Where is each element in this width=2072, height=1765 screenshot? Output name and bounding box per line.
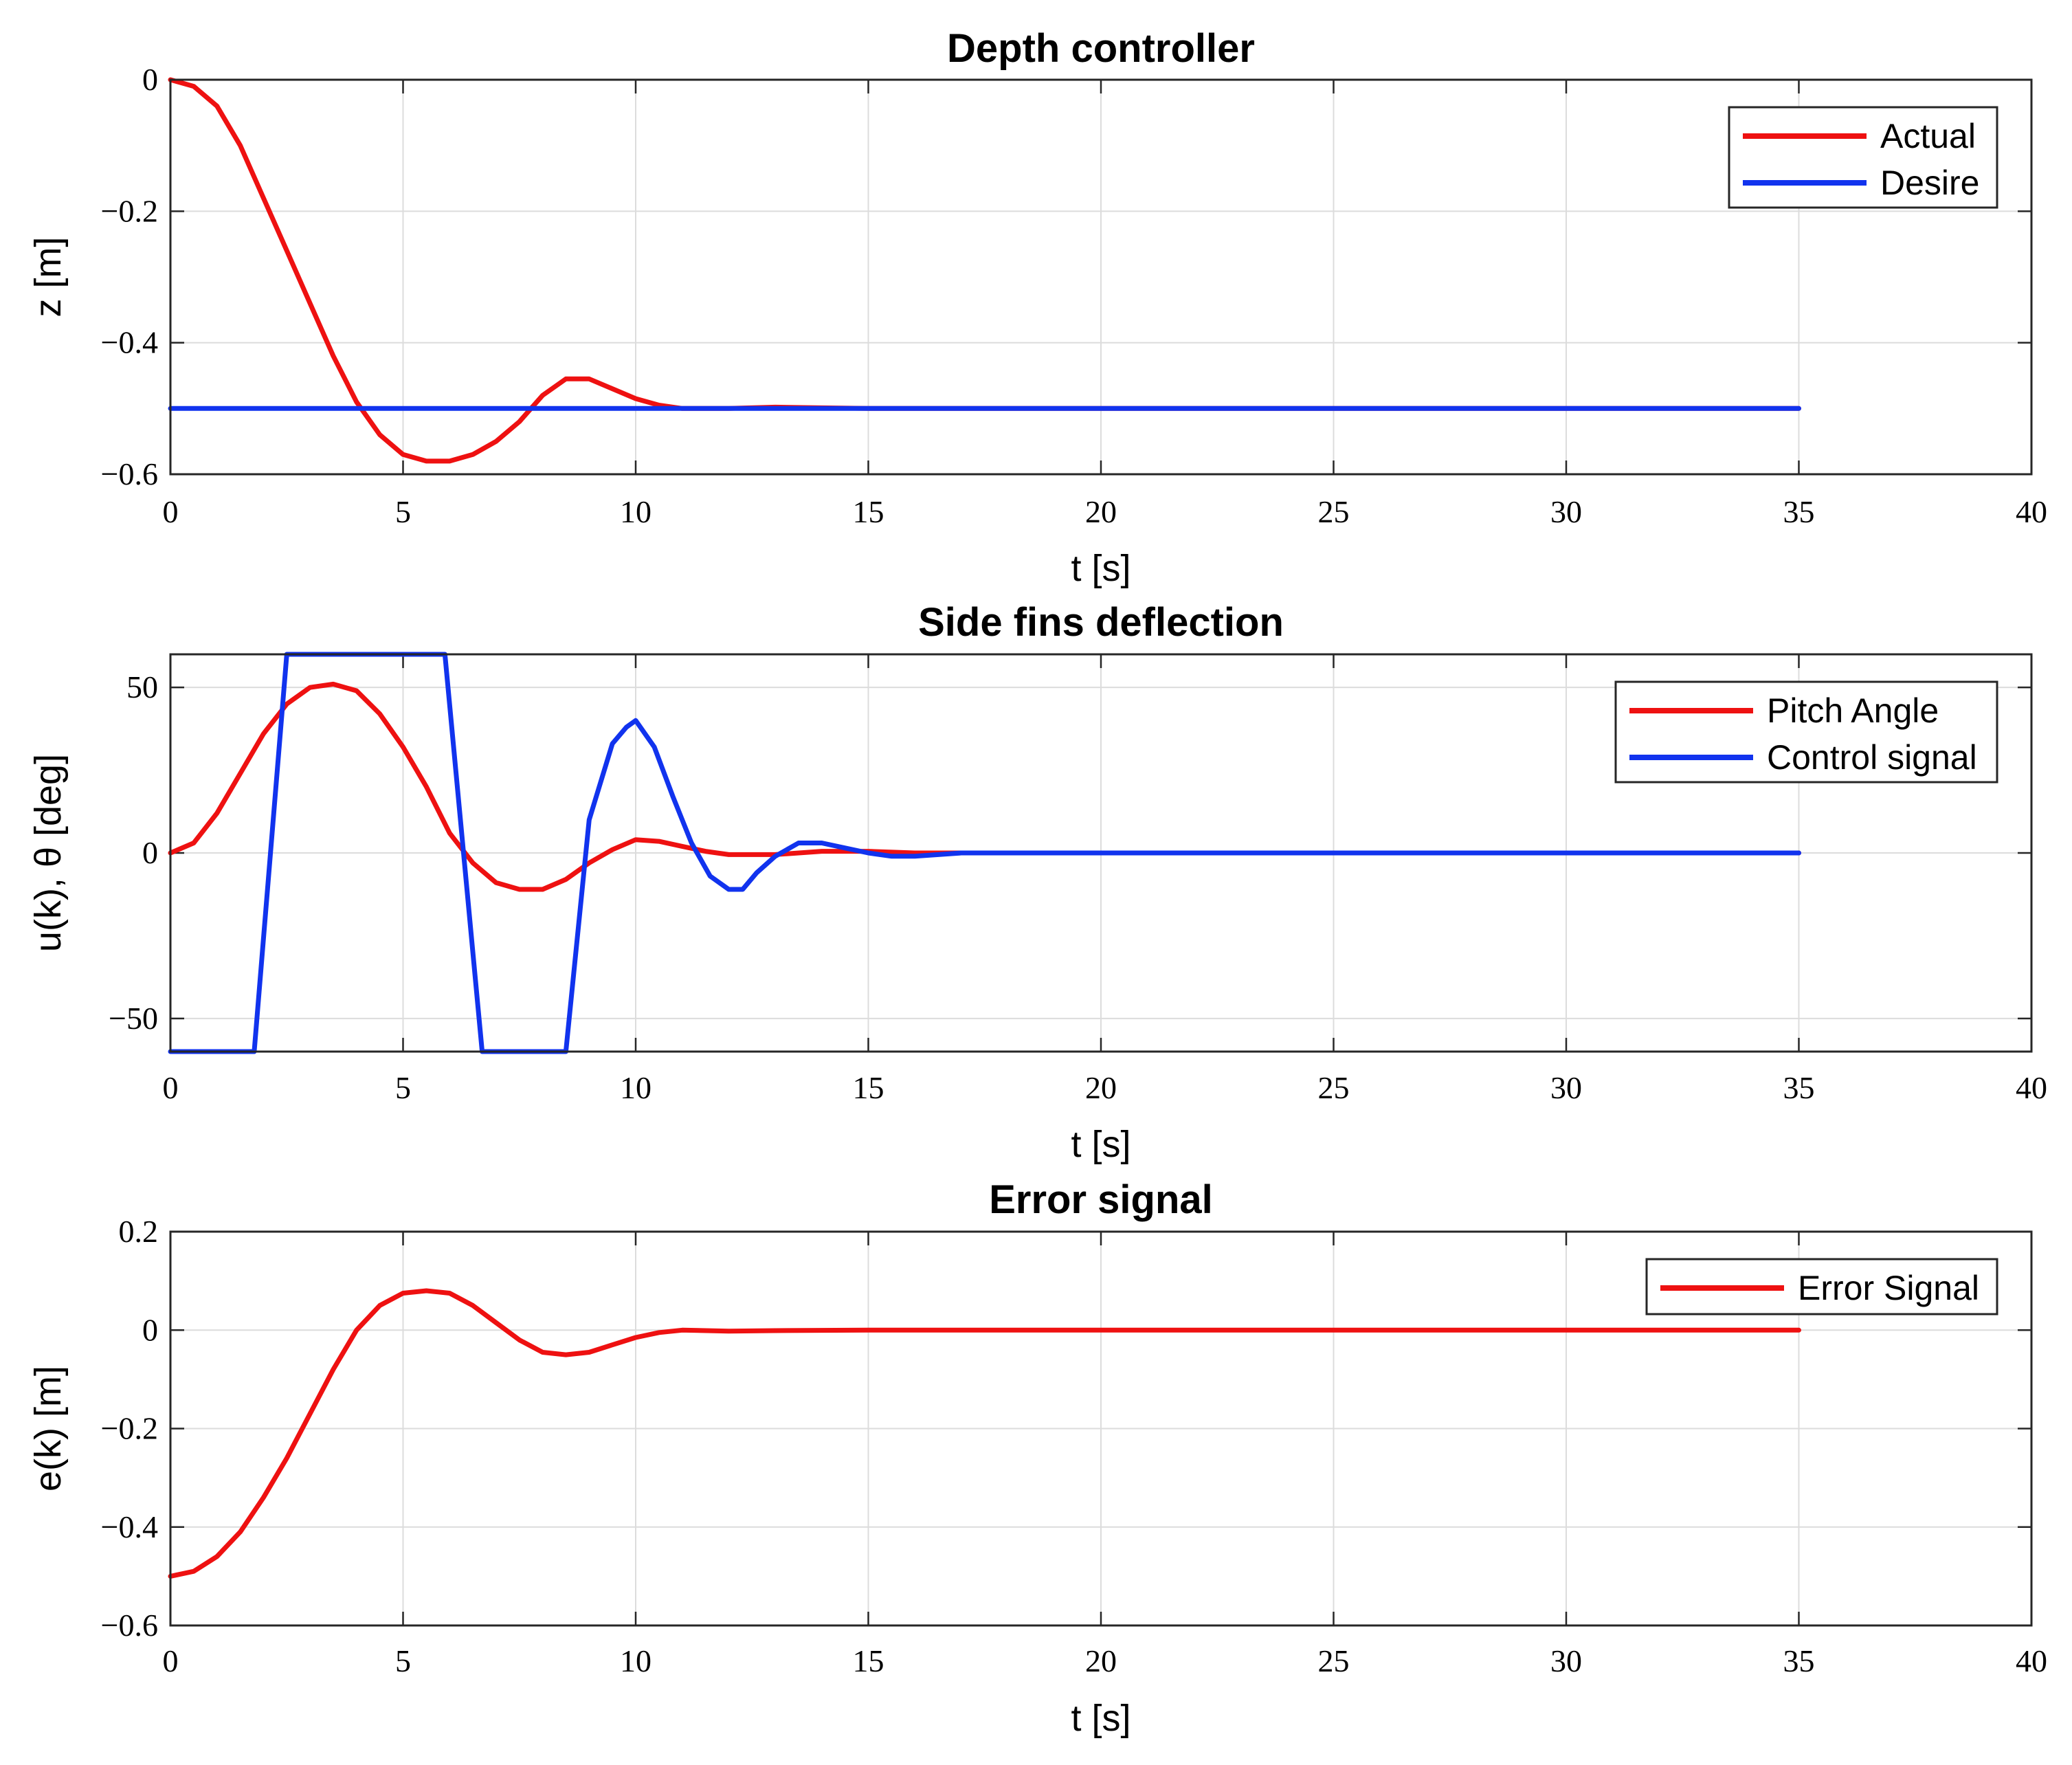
x-tick-label: 40 [2016, 1643, 2047, 1678]
legend-label: Control signal [1767, 738, 1977, 777]
chart-panel-1: 0 5 10 15 20 25 30 35 40 0 −0.2 −0.4 −0.6 Depth contr… [27, 26, 2047, 589]
legend-box [1645, 1258, 1998, 1316]
x-tick-label: 20 [1085, 1070, 1117, 1105]
x-tick-label: 30 [1550, 1643, 1582, 1678]
chart-title: Side fins deflection [918, 600, 1284, 645]
y-axis-label: u(k), θ [deg] [27, 754, 69, 952]
x-tick-label: 30 [1550, 494, 1582, 529]
legend-label: Pitch Angle [1767, 691, 1939, 730]
legend: Pitch Angle Control signal [1614, 680, 1998, 784]
y-tick-label: 0 [142, 835, 158, 870]
y-tick-label: 0 [142, 1312, 158, 1347]
x-tick-label: 0 [163, 494, 179, 529]
series-line-pitch-angle [168, 681, 1801, 892]
y-tick-label: 0 [142, 62, 158, 97]
legend: Actual Desire [1728, 106, 1998, 209]
y-tick-label: −0.2 [101, 1411, 158, 1446]
legend-box [1614, 680, 1998, 784]
x-tick-label: 20 [1085, 494, 1117, 529]
x-tick-label: 20 [1085, 1643, 1117, 1678]
y-tick-label: −0.4 [101, 325, 158, 360]
x-tick-label: 5 [395, 1643, 411, 1678]
y-tick-label: 0.2 [119, 1214, 159, 1249]
x-tick-label: 10 [620, 494, 651, 529]
x-tick-label: 30 [1550, 1070, 1582, 1105]
legend-label: Error Signal [1798, 1269, 1979, 1307]
x-tick-label: 15 [853, 1070, 884, 1105]
y-tick-label: −50 [109, 1001, 158, 1036]
y-axis-label: e(k) [m] [27, 1366, 69, 1491]
x-tick-label: 10 [620, 1070, 651, 1105]
y-tick-label: −0.6 [101, 1608, 158, 1643]
x-tick-label: 40 [2016, 494, 2047, 529]
x-tick-label: 25 [1318, 1643, 1350, 1678]
chart-panel-3: 0 5 10 15 20 25 30 35 40 0.2 0 −0.2 −0.4 −0.6 Error si… [27, 1177, 2047, 1739]
legend-label: Actual [1880, 117, 1976, 155]
y-tick-label: −0.2 [101, 193, 158, 228]
legend: Error Signal [1645, 1258, 1998, 1316]
x-tick-label: 25 [1318, 494, 1350, 529]
y-tick-label: 50 [126, 669, 158, 704]
x-axis-label: t [s] [1071, 1124, 1130, 1165]
x-tick-label: 5 [395, 1070, 411, 1105]
axes-box [169, 1230, 2033, 1627]
x-tick-label: 5 [395, 494, 411, 529]
legend-label: Desire [1880, 164, 1979, 202]
x-tick-label: 15 [853, 494, 884, 529]
chart-title: Error signal [989, 1177, 1213, 1222]
x-axis-label: t [s] [1071, 548, 1130, 589]
series-line-error-signal [168, 1288, 1801, 1579]
y-tick-label: −0.6 [101, 456, 158, 491]
x-tick-label: 35 [1783, 1643, 1815, 1678]
axes-box [169, 653, 2033, 1053]
x-tick-label: 25 [1318, 1070, 1350, 1105]
x-tick-label: 15 [853, 1643, 884, 1678]
x-tick-label: 35 [1783, 1070, 1815, 1105]
axes-box [169, 78, 2033, 476]
x-tick-label: 0 [163, 1070, 179, 1105]
x-tick-label: 35 [1783, 494, 1815, 529]
x-axis-label: t [s] [1071, 1698, 1130, 1739]
x-tick-label: 40 [2016, 1070, 2047, 1105]
x-tick-label: 10 [620, 1643, 651, 1678]
x-tick-label: 0 [163, 1643, 179, 1678]
chart-title: Depth controller [947, 26, 1255, 71]
legend-box [1728, 106, 1998, 209]
y-axis-label: z [m] [27, 237, 69, 318]
y-tick-label: −0.4 [101, 1509, 158, 1544]
